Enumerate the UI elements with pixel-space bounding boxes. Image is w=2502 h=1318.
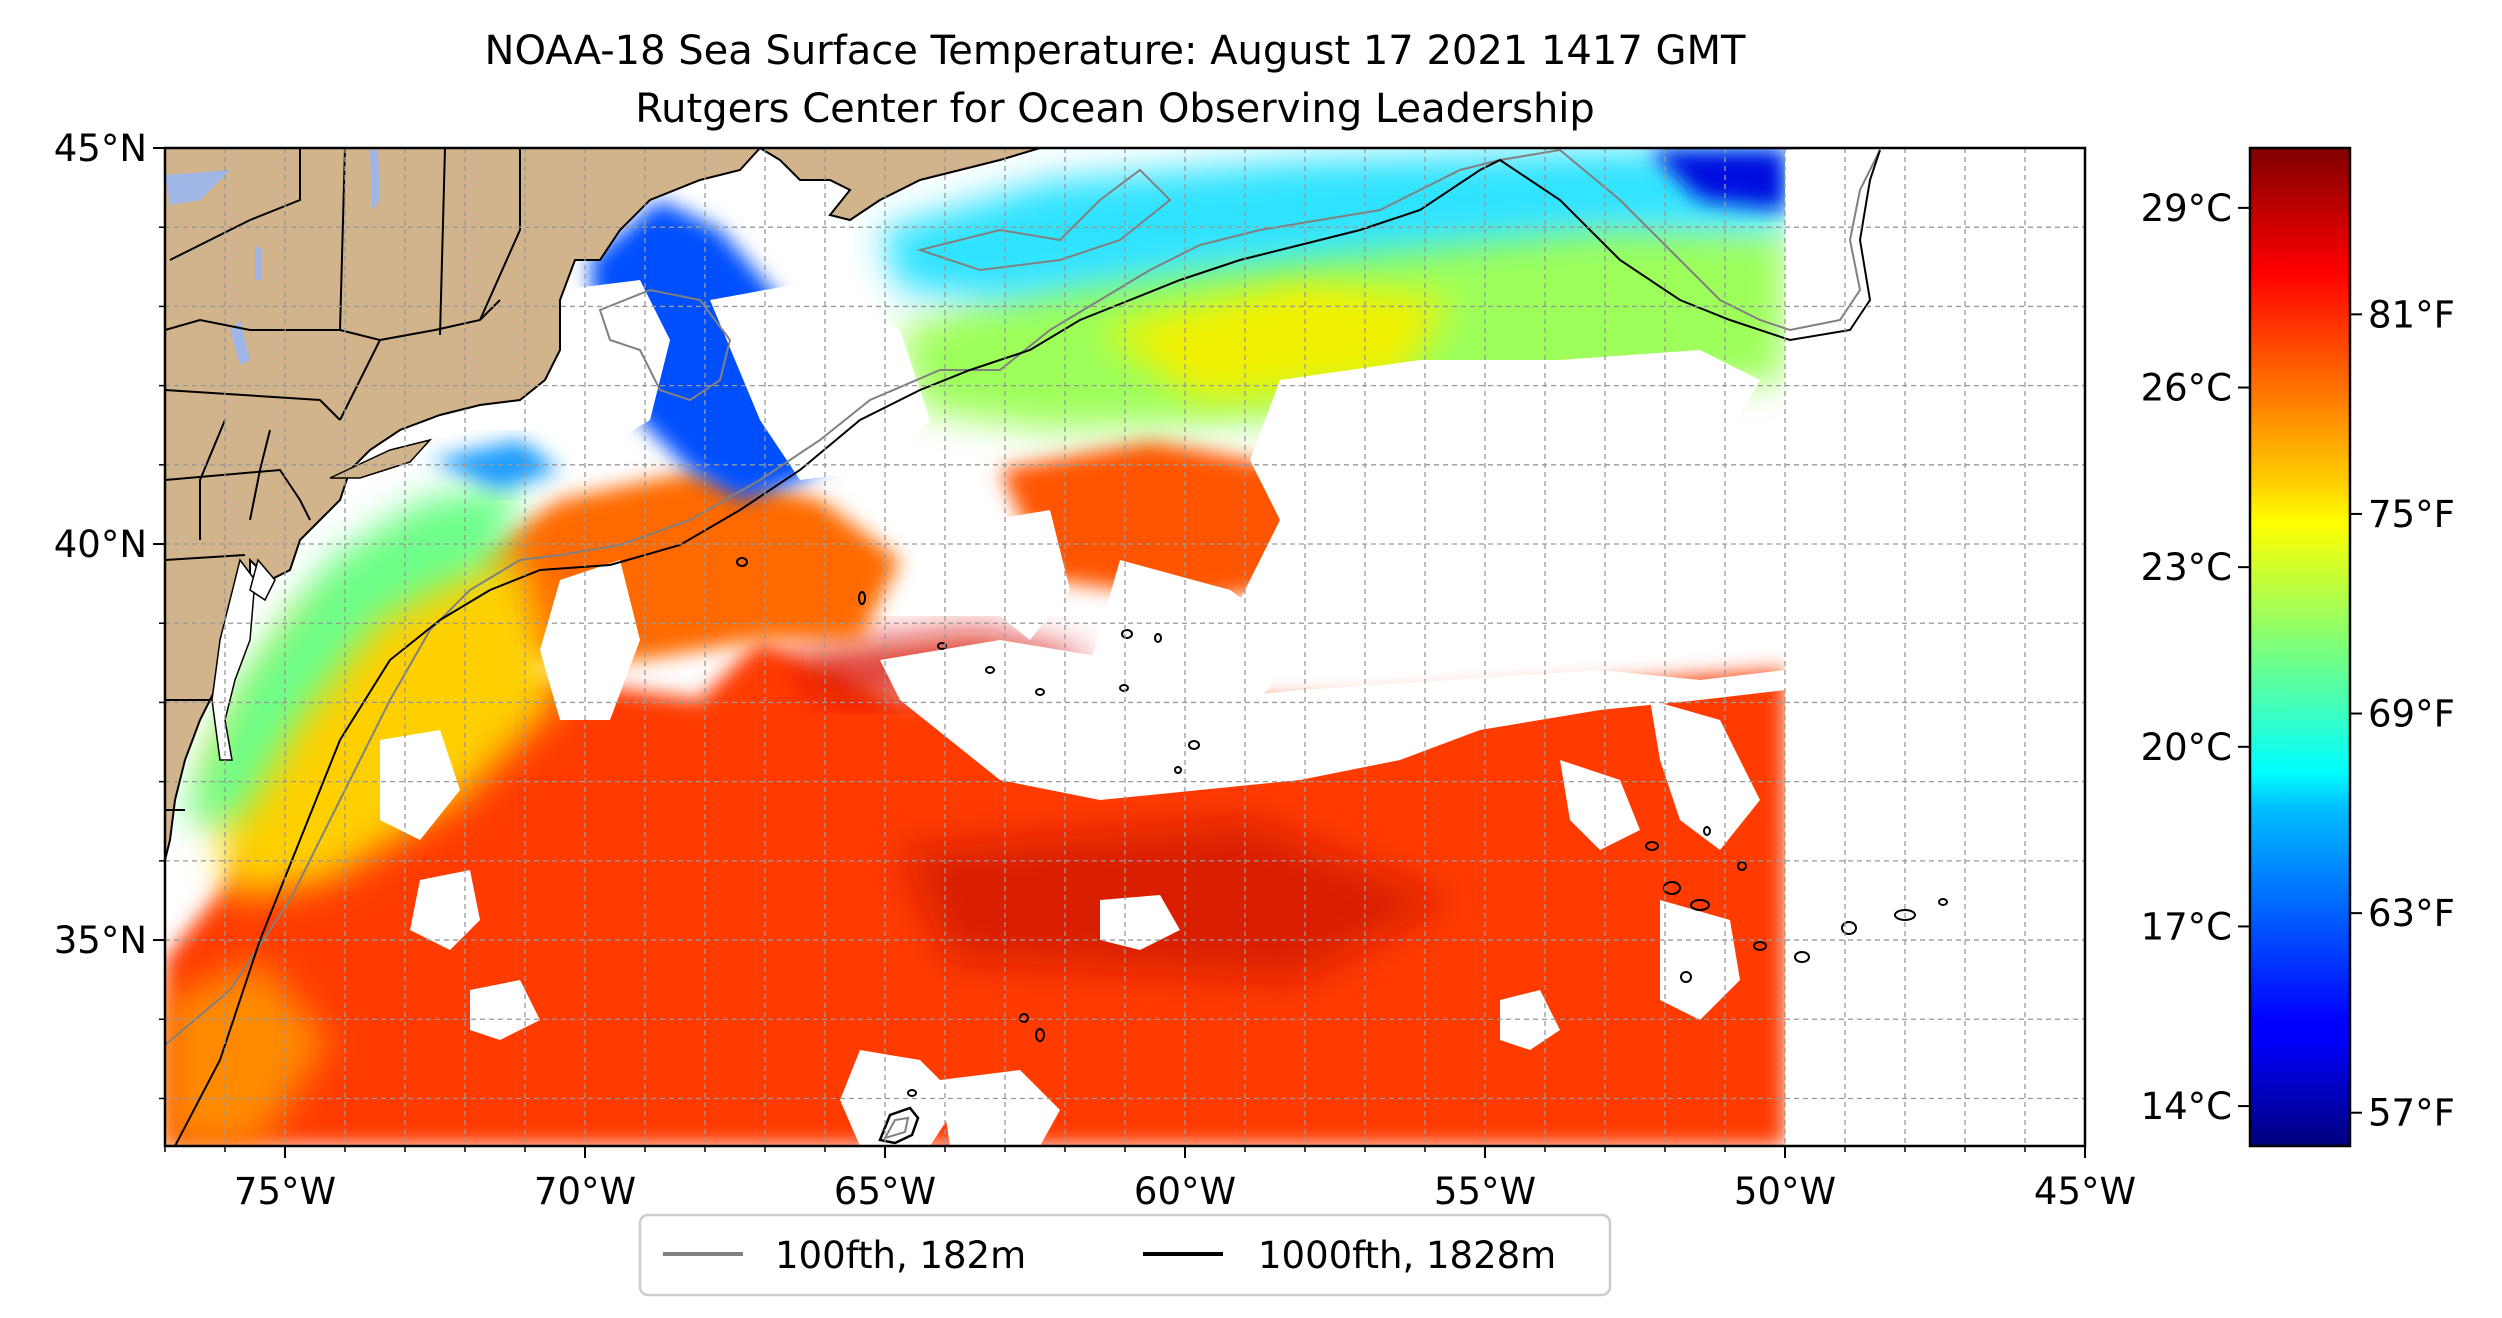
sst-blue-northeast-corner — [1650, 150, 1785, 210]
chesapeake-bay — [211, 558, 256, 761]
legend-box — [638, 1213, 1612, 1297]
colorbar[interactable]: 29°C 26°C 23°C 20°C 17°C 14°C 81°F 75°F 69°F 63°F… — [2141, 146, 2455, 1148]
colorbar-label-celsius: 29°C — [2141, 187, 2232, 230]
state-borders — [165, 148, 521, 811]
colorbar-label-fahrenheit: 57°F — [2368, 1092, 2455, 1135]
sst-cyan-northeast — [880, 150, 1785, 300]
y-tick-label: 35°N — [54, 919, 147, 962]
colorbar-label-fahrenheit: 63°F — [2368, 892, 2455, 935]
bermuda-contour — [878, 1106, 920, 1145]
colorbar-label-celsius: 20°C — [2141, 726, 2232, 769]
x-tick-label: 55°W — [1434, 1170, 1536, 1213]
y-tick-label: 45°N — [54, 127, 147, 170]
sst-orange-south-edge — [165, 960, 330, 1146]
title-line-1: NOAA-18 Sea Surface Temperature: August … — [485, 28, 1746, 74]
lake-champlain — [370, 150, 380, 210]
lake-ontario-shore — [165, 170, 230, 205]
legend-label-100fth: 100fth, 182m — [775, 1234, 1026, 1277]
contour-100fth-gulf-maine — [598, 288, 732, 402]
colorbar-gradient — [2248, 146, 2352, 1148]
contour-100fth-ne — [916, 168, 1172, 272]
colorbar-label-celsius: 23°C — [2141, 546, 2232, 589]
x-tick-label: 50°W — [1734, 1170, 1836, 1213]
colorbar-ticks: 29°C 26°C 23°C 20°C 17°C 14°C 81°F 75°F 69°F 63°F… — [2141, 187, 2455, 1135]
delaware-bay — [249, 558, 276, 602]
sst-blue-coast-ny — [430, 440, 560, 490]
colorbar-label-celsius: 17°C — [2141, 905, 2232, 948]
x-tick-label: 45°W — [2034, 1170, 2136, 1213]
x-tick-label: 75°W — [234, 1170, 336, 1213]
x-tick-label: 60°W — [1134, 1170, 1236, 1213]
sst-green-shelf — [180, 480, 520, 820]
colorbar-label-celsius: 14°C — [2141, 1085, 2232, 1128]
lake-finger — [230, 320, 250, 365]
colorbar-label-fahrenheit: 75°F — [2368, 493, 2455, 536]
colorbar-label-fahrenheit: 69°F — [2368, 693, 2455, 736]
contour-100fth — [165, 148, 1881, 1046]
map-panel[interactable] — [165, 148, 2085, 1146]
land — [165, 148, 1041, 861]
contour-1000fth — [174, 149, 1881, 1146]
x-tick-label: 65°W — [834, 1170, 936, 1213]
title-line-2: Rutgers Center for Ocean Observing Leade… — [635, 86, 1595, 132]
land-nova-scotia — [758, 148, 1041, 222]
colorbar-label-celsius: 26°C — [2141, 367, 2232, 410]
map-axis: 75°W 70°W 65°W 60°W 55°W 50°W 45°W 35°N 40°N 45°N — [54, 127, 2136, 1213]
legend-label-1000fth: 1000fth, 1828m — [1258, 1234, 1556, 1277]
legend: 100fth, 182m 1000fth, 1828m — [638, 1213, 1612, 1297]
bathymetry-contours — [165, 148, 1948, 1146]
colorbar-label-fahrenheit: 81°F — [2368, 293, 2455, 336]
gridlines — [165, 148, 2085, 1146]
lake-central — [255, 245, 262, 280]
y-tick-label: 40°N — [54, 523, 147, 566]
cloud-mask — [380, 150, 2085, 1146]
x-tick-label: 70°W — [534, 1170, 636, 1213]
